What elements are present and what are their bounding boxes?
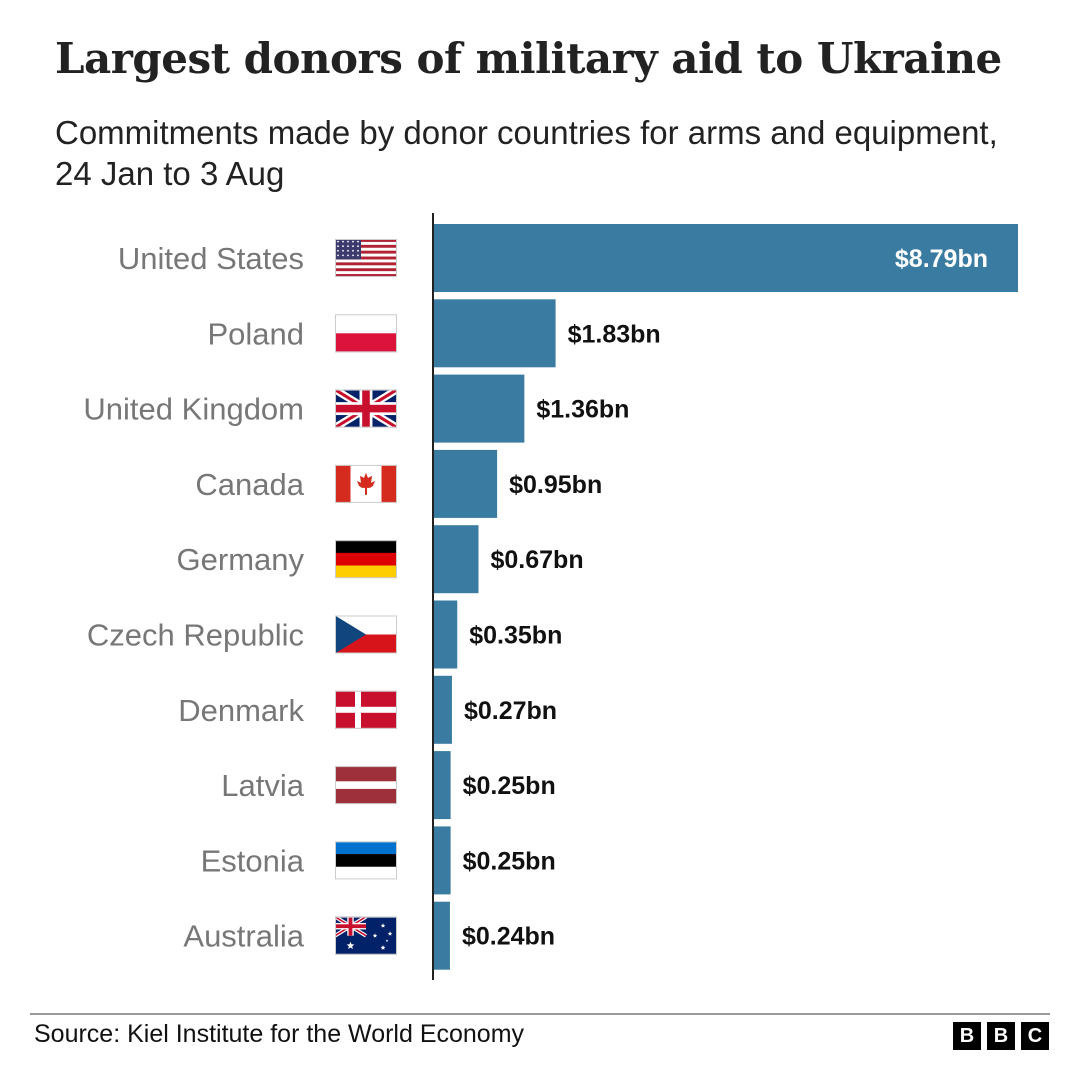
bar (434, 826, 451, 895)
bar-chart: United States $8.79bn Poland $1.83bn United … (83, 213, 1018, 980)
flag-australia-icon (335, 916, 397, 955)
chart-title: Largest donors of military aid to Ukrain… (55, 34, 1002, 83)
bar (434, 675, 452, 744)
flag-uk-icon (335, 389, 397, 428)
chart-subtitle: Commitments made by donor countries for … (55, 114, 998, 192)
flag-canada-icon (335, 464, 397, 503)
value-label: $0.25bn (463, 772, 556, 800)
bar (434, 224, 1018, 292)
flag-poland-icon (335, 314, 397, 353)
bar (434, 525, 479, 594)
category-label: United States (118, 241, 304, 276)
value-label: $0.27bn (464, 697, 557, 725)
category-label: Latvia (221, 768, 304, 803)
bbc-logo-letter: B (953, 1022, 981, 1050)
flag-estonia-icon (335, 841, 397, 880)
value-label: $1.36bn (536, 396, 629, 424)
bar (434, 299, 556, 368)
value-label: $1.83bn (568, 320, 661, 348)
flag-us-icon (335, 239, 397, 277)
value-label: $0.24bn (462, 923, 555, 951)
flag-czech-icon (335, 615, 397, 654)
category-label: Czech Republic (87, 618, 304, 653)
bar (434, 901, 450, 970)
category-label: Canada (195, 467, 304, 502)
value-label: $0.67bn (491, 546, 584, 574)
category-label: Australia (183, 919, 304, 954)
bar (434, 600, 458, 669)
category-label: Denmark (178, 693, 304, 728)
category-label: Estonia (201, 843, 305, 878)
category-label: Poland (207, 316, 304, 351)
category-label: Germany (177, 542, 305, 577)
value-label: $0.35bn (469, 622, 562, 650)
bar (434, 751, 451, 820)
value-label: $8.79bn (895, 245, 988, 273)
bbc-logo-letter: B (987, 1022, 1015, 1050)
source-note: Source: Kiel Institute for the World Eco… (34, 1020, 525, 1048)
bar (434, 449, 498, 518)
footer-divider (30, 1013, 1050, 1015)
category-label: United Kingdom (83, 392, 304, 427)
bbc-logo-letter: C (1021, 1022, 1049, 1050)
value-label: $0.95bn (509, 471, 602, 499)
flag-germany-icon (335, 540, 397, 579)
bar (434, 374, 525, 443)
flag-latvia-icon (335, 766, 397, 805)
flag-denmark-icon (335, 690, 397, 729)
value-label: $0.25bn (463, 847, 556, 875)
